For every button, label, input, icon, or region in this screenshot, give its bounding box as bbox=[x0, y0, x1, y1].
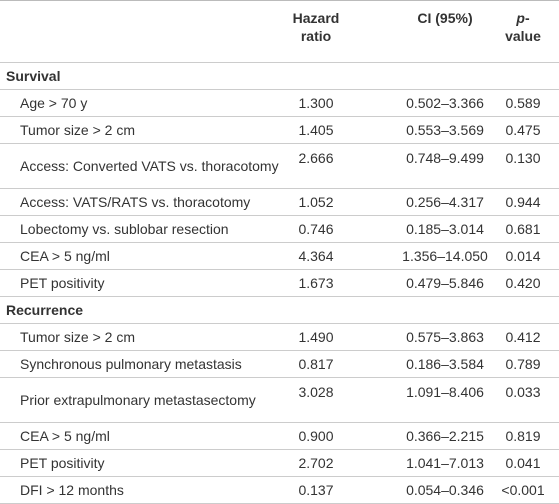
hazard-ratio: 0.900 bbox=[280, 422, 352, 450]
p-value: 0.819 bbox=[499, 422, 559, 450]
hazard-ratio: 1.405 bbox=[280, 116, 352, 144]
row-label: PET positivity bbox=[0, 449, 280, 477]
header-cell: p-value bbox=[499, 0, 559, 63]
row-label: CEA > 5 ng/ml bbox=[0, 242, 280, 270]
data-row: Lobectomy vs. sublobar resection 0.746 0.1… bbox=[0, 215, 559, 243]
confidence-interval: 0.748–9.499 bbox=[352, 143, 499, 189]
data-row: Synchronous pulmonary metastasis 0.817 0.1… bbox=[0, 350, 559, 378]
confidence-interval: 0.502–3.366 bbox=[352, 89, 499, 117]
row-label: Age > 70 y bbox=[0, 89, 280, 117]
row-label: CEA > 5 ng/ml bbox=[0, 422, 280, 450]
p-value: 0.041 bbox=[499, 449, 559, 477]
section-row: Survival bbox=[0, 62, 559, 90]
confidence-interval: 0.575–3.863 bbox=[352, 323, 499, 351]
section-title: Survival bbox=[0, 62, 559, 90]
hazard-ratio: 2.702 bbox=[280, 449, 352, 477]
hazard-ratio: 4.364 bbox=[280, 242, 352, 270]
confidence-interval: 0.054–0.346 bbox=[352, 476, 499, 504]
table-body: Survival Age > 70 y 1.300 0.502–3.366 0.589 T… bbox=[0, 62, 559, 504]
data-row: Prior extrapulmonary metastasectomy 3.028… bbox=[0, 377, 559, 423]
p-value: 0.789 bbox=[499, 350, 559, 378]
p-value: <0.001 bbox=[499, 476, 559, 504]
p-value: 0.475 bbox=[499, 116, 559, 144]
hazard-ratio: 3.028 bbox=[280, 377, 352, 423]
data-row: CEA > 5 ng/ml 0.900 0.366–2.215 0.819 bbox=[0, 422, 559, 450]
header-cell bbox=[0, 0, 280, 63]
confidence-interval: 1.356–14.050 bbox=[352, 242, 499, 270]
confidence-interval: 0.366–2.215 bbox=[352, 422, 499, 450]
row-label: Tumor size > 2 cm bbox=[0, 323, 280, 351]
data-row: DFI > 12 months 0.137 0.054–0.346 <0.001 bbox=[0, 476, 559, 504]
data-row: Age > 70 y 1.300 0.502–3.366 0.589 bbox=[0, 89, 559, 117]
confidence-interval: 1.041–7.013 bbox=[352, 449, 499, 477]
section-row: Recurrence bbox=[0, 296, 559, 324]
p-value: 0.944 bbox=[499, 188, 559, 216]
data-row: CEA > 5 ng/ml 4.364 1.356–14.050 0.014 bbox=[0, 242, 559, 270]
data-row: PET positivity 2.702 1.041–7.013 0.041 bbox=[0, 449, 559, 477]
row-label: Synchronous pulmonary metastasis bbox=[0, 350, 280, 378]
confidence-interval: 0.186–3.584 bbox=[352, 350, 499, 378]
confidence-interval: 0.256–4.317 bbox=[352, 188, 499, 216]
p-value: 0.681 bbox=[499, 215, 559, 243]
data-row: Tumor size > 2 cm 1.405 0.553–3.569 0.475 bbox=[0, 116, 559, 144]
row-label: Access: Converted VATS vs. thoracotomy bbox=[0, 143, 280, 189]
hazard-ratio: 1.300 bbox=[280, 89, 352, 117]
hazard-ratio: 0.817 bbox=[280, 350, 352, 378]
hazard-ratio: 1.673 bbox=[280, 269, 352, 297]
header-row: Hazard ratio CI (95%) p-value bbox=[0, 0, 559, 63]
data-row: PET positivity 1.673 0.479–5.846 0.420 bbox=[0, 269, 559, 297]
p-value: 0.130 bbox=[499, 143, 559, 189]
p-value: 0.033 bbox=[499, 377, 559, 423]
confidence-interval: 0.185–3.014 bbox=[352, 215, 499, 243]
section-title: Recurrence bbox=[0, 296, 559, 324]
header-italic: p bbox=[516, 10, 525, 26]
hazard-ratio: 0.746 bbox=[280, 215, 352, 243]
hazard-ratio: 2.666 bbox=[280, 143, 352, 189]
row-label: DFI > 12 months bbox=[0, 476, 280, 504]
p-value: 0.412 bbox=[499, 323, 559, 351]
data-row: Tumor size > 2 cm 1.490 0.575–3.863 0.412 bbox=[0, 323, 559, 351]
header-cell: CI (95%) bbox=[352, 0, 499, 63]
confidence-interval: 0.479–5.846 bbox=[352, 269, 499, 297]
hazard-ratio: 0.137 bbox=[280, 476, 352, 504]
data-row: Access: VATS/RATS vs. thoracotomy 1.052 0.… bbox=[0, 188, 559, 216]
header-cell: Hazard ratio bbox=[280, 0, 352, 63]
data-row: Access: Converted VATS vs. thoracotomy 2.… bbox=[0, 143, 559, 189]
confidence-interval: 0.553–3.569 bbox=[352, 116, 499, 144]
p-value: 0.589 bbox=[499, 89, 559, 117]
row-label: Tumor size > 2 cm bbox=[0, 116, 280, 144]
p-value: 0.014 bbox=[499, 242, 559, 270]
row-label: Access: VATS/RATS vs. thoracotomy bbox=[0, 188, 280, 216]
row-label: PET positivity bbox=[0, 269, 280, 297]
header-text: -value bbox=[505, 10, 541, 44]
p-value: 0.420 bbox=[499, 269, 559, 297]
confidence-interval: 1.091–8.406 bbox=[352, 377, 499, 423]
hazard-ratio: 1.490 bbox=[280, 323, 352, 351]
row-label: Lobectomy vs. sublobar resection bbox=[0, 215, 280, 243]
hazard-ratio: 1.052 bbox=[280, 188, 352, 216]
row-label: Prior extrapulmonary metastasectomy bbox=[0, 377, 280, 423]
